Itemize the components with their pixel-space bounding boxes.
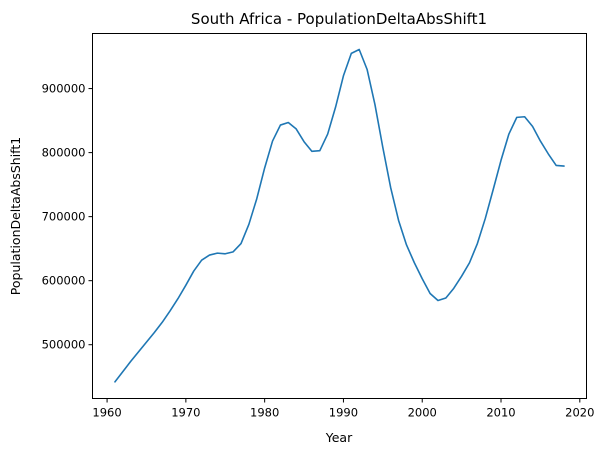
y-tick-label: 500000 <box>42 338 86 352</box>
y-tick-label: 800000 <box>42 146 86 160</box>
x-tick-label: 1960 <box>92 406 121 420</box>
series-line <box>114 48 565 383</box>
y-axis-label: PopulationDeltaAbsShift1 <box>8 137 23 295</box>
x-tick-label: 2000 <box>408 406 437 420</box>
x-tick-label: 2010 <box>486 406 515 420</box>
x-tick-label: 2020 <box>565 406 594 420</box>
y-tick-label: 600000 <box>42 274 86 288</box>
x-axis-label: Year <box>325 430 353 445</box>
plot-frame <box>92 33 587 399</box>
x-tick-label: 1980 <box>250 406 279 420</box>
y-axis-ticks: 500000 600000 700000 800000 900000 <box>42 82 93 352</box>
x-tick-label: 1990 <box>329 406 358 420</box>
chart-title: South Africa - PopulationDeltaAbsShift1 <box>191 10 487 28</box>
y-tick-label: 700000 <box>42 210 86 224</box>
x-tick-label: 1970 <box>171 406 200 420</box>
x-axis-ticks: 1960 1970 1980 1990 2000 2010 2020 <box>92 398 594 420</box>
y-tick-label: 900000 <box>42 82 86 96</box>
